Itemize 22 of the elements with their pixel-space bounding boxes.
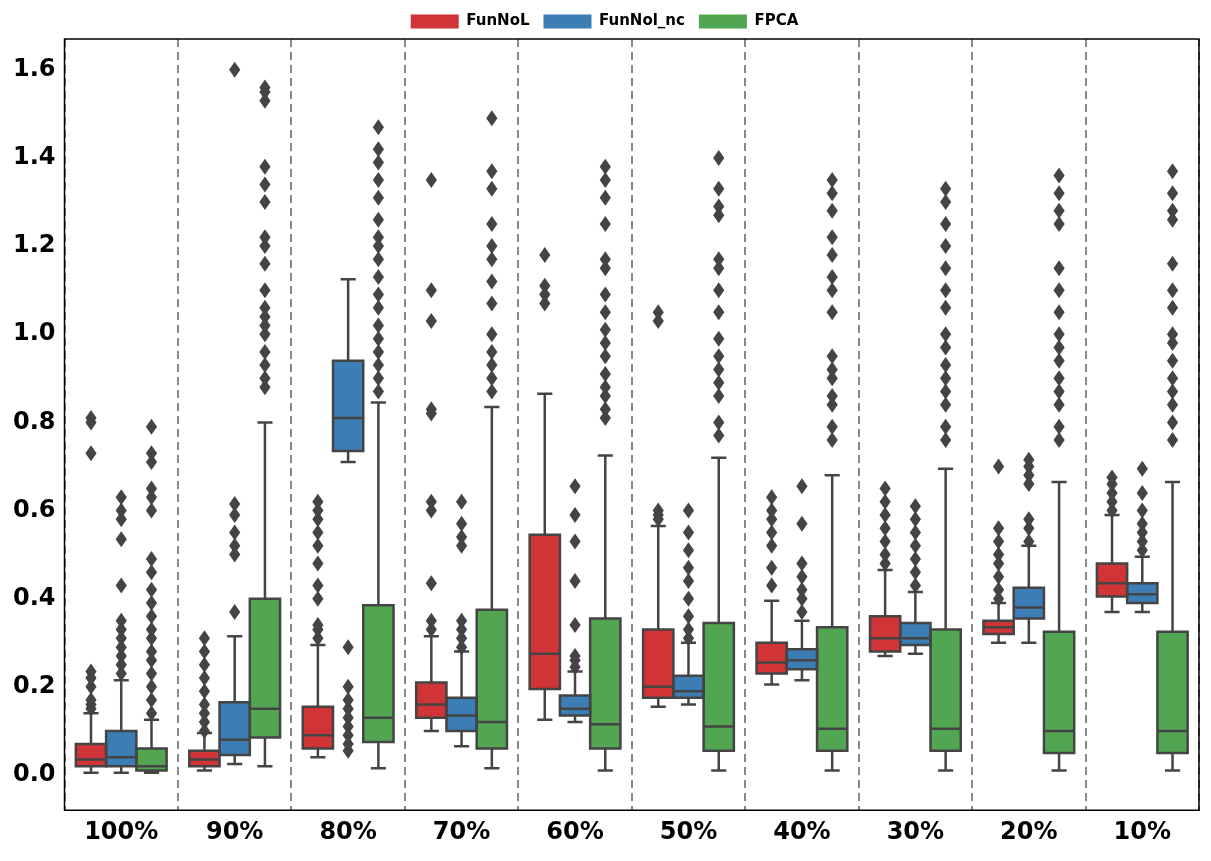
y-tick-label: 0.2 (13, 671, 56, 700)
x-tick-label: 100% (84, 816, 159, 845)
y-tick-label: 0.8 (13, 406, 56, 435)
legend-label: FunNoL (466, 11, 530, 30)
x-tick-label: 40% (773, 816, 831, 845)
y-tick-label: 0.0 (13, 759, 56, 788)
x-tick-label: 30% (886, 816, 945, 845)
x-tick-label: 50% (659, 816, 718, 845)
y-tick-label: 0.6 (13, 494, 56, 523)
x-tick-label: 60% (546, 816, 604, 845)
y-tick-label: 0.4 (13, 582, 56, 611)
x-tick-label: 10% (1113, 816, 1171, 845)
x-tick-label: 70% (432, 816, 491, 845)
x-tick-label: 90% (205, 816, 264, 845)
y-tick-label: 1.0 (13, 318, 56, 347)
x-tick-label: 80% (319, 816, 377, 845)
legend-label: FunNol_nc (598, 11, 685, 30)
x-tick-label: 20% (1000, 816, 1058, 845)
y-tick-label: 1.6 (13, 54, 56, 83)
y-tick-label: 1.4 (13, 142, 56, 171)
y-tick-label: 1.2 (13, 230, 56, 259)
legend-label: FPCA (754, 11, 799, 30)
